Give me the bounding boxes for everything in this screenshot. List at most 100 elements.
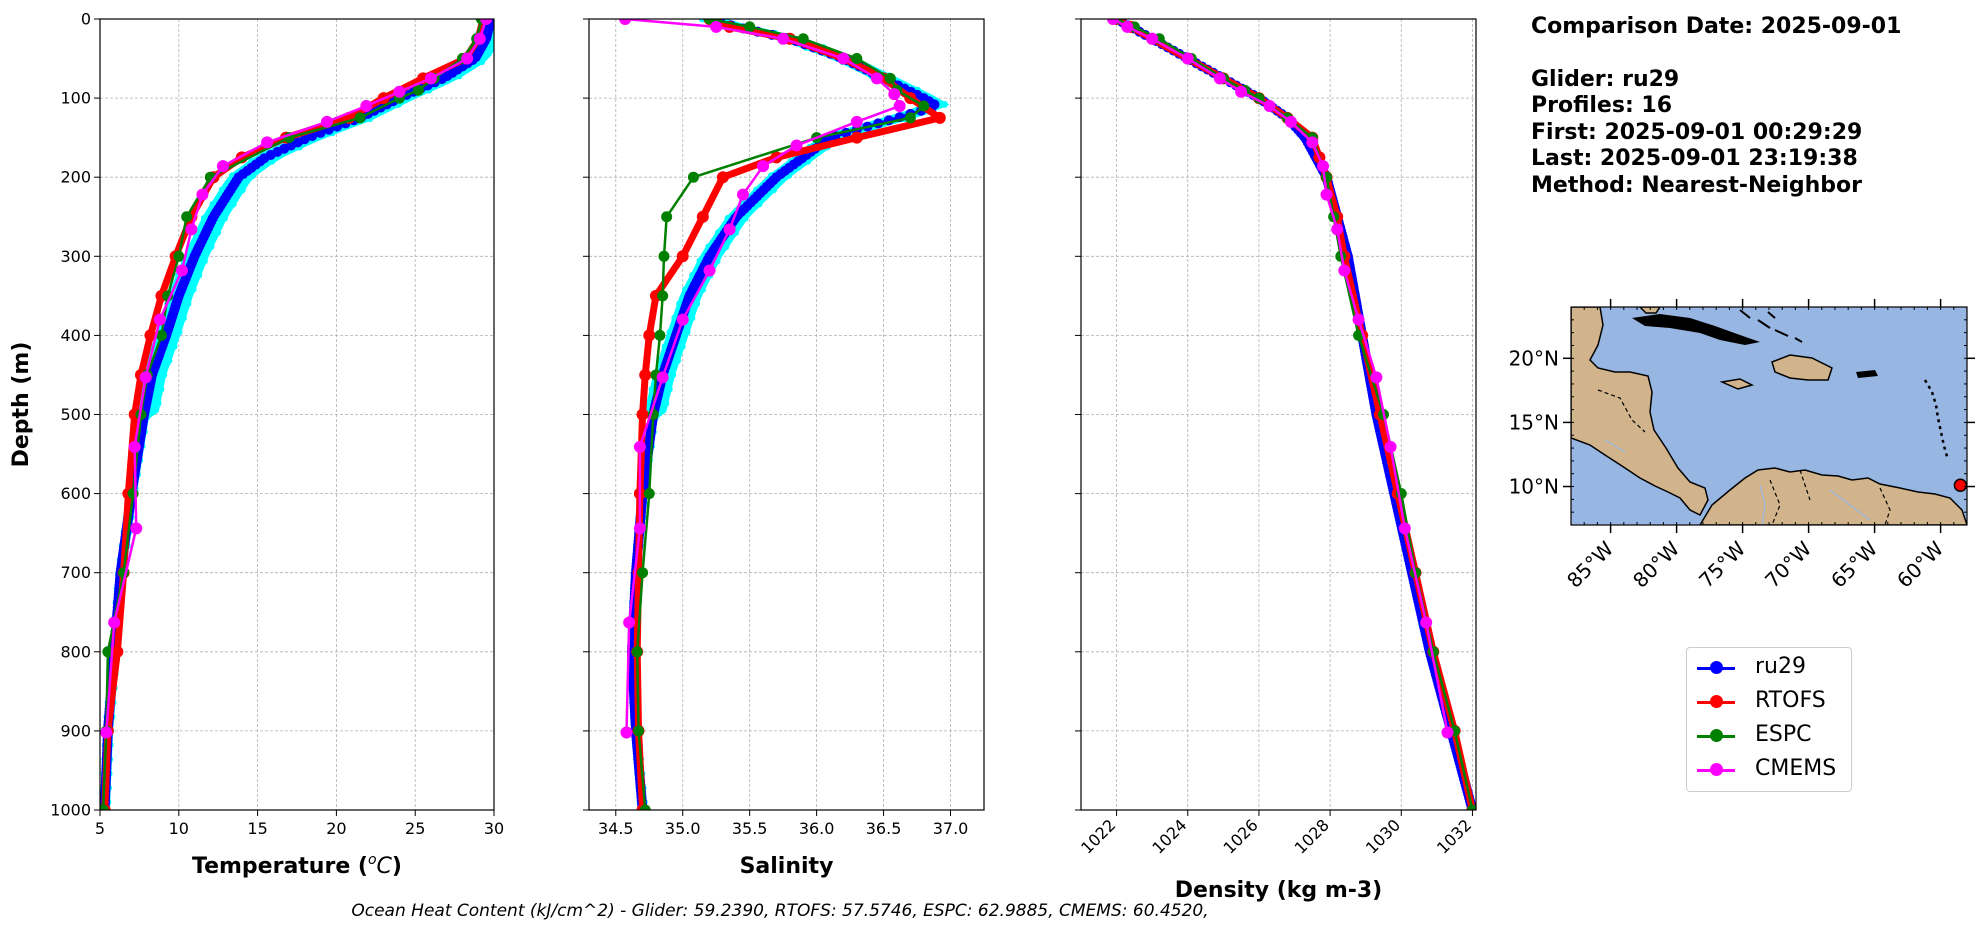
series-point-cmems: [185, 223, 198, 236]
panel-1: 5 10 15 20 25 3001002003004005006007008009001…: [9, 10, 504, 880]
y-tick-label: 0: [81, 10, 91, 29]
x-tick-label: 35.5: [732, 819, 768, 838]
legend-label: ESPC: [1755, 722, 1812, 747]
series-line-cmems: [1112, 19, 1449, 733]
glider-profile-point: [207, 243, 215, 251]
series-point-rtofs: [676, 250, 689, 263]
series-point-espc: [631, 646, 643, 658]
map-land-bahamas: [1739, 309, 1803, 343]
series-point-rtofs: [639, 368, 652, 381]
series-point-rtofs: [716, 171, 729, 184]
x-tick-label: 1032: [1433, 815, 1475, 857]
y-tick-label: 100: [60, 89, 91, 108]
legend-marker: [1710, 729, 1723, 742]
series-point-cmems: [196, 188, 209, 201]
series-point-cmems: [128, 440, 141, 453]
series-point-cmems: [703, 264, 716, 277]
legend-item: ESPC: [1697, 720, 1847, 750]
glider-profile-point: [154, 400, 162, 407]
series-point-espc: [1466, 804, 1476, 810]
x-tick-label: 20: [326, 819, 346, 838]
glider-profile-point: [683, 328, 691, 336]
series-point-cmems: [623, 616, 636, 629]
glider-profile-point: [175, 328, 183, 336]
series-point-espc: [904, 112, 916, 124]
legend: ru29 RTOFS ESPC CMEMS: [1686, 647, 1852, 792]
glider-profile-point: [688, 314, 696, 322]
legend-item: ru29: [1697, 652, 1847, 682]
series-point-cmems: [130, 522, 143, 535]
y-tick-label: 500: [60, 405, 91, 424]
series-point-espc: [643, 488, 655, 500]
map-x-tick-label: 65°W: [1826, 536, 1882, 592]
glider-profile-point: [489, 44, 494, 51]
glider-profile-point: [669, 371, 677, 379]
map-land-puerto-rico: [1856, 370, 1878, 378]
glider-profile-point: [157, 385, 165, 393]
ohc-footer: Ocean Heat Content (kJ/cm^2) - Glider: 5…: [351, 901, 1209, 921]
series-point-cmems: [893, 100, 906, 113]
legend-marker: [1710, 695, 1723, 708]
series-point-cmems: [1384, 440, 1397, 453]
series-point-cmems: [320, 115, 333, 128]
method-text: Method: Nearest-Neighbor: [1531, 172, 1862, 198]
series-point-espc: [100, 804, 109, 810]
series-point-cmems: [850, 115, 863, 128]
series-point-cmems: [1213, 72, 1226, 85]
x-tick-label: 15: [247, 819, 267, 838]
series-line-cmems: [105, 19, 488, 733]
glider-profile-point: [160, 371, 168, 379]
series-point-espc: [658, 250, 670, 262]
x-tick-label: 34.5: [598, 819, 634, 838]
y-tick-label: 600: [60, 484, 91, 503]
x-tick-label: 10: [169, 819, 189, 838]
series-point-cmems: [1441, 726, 1454, 739]
x-tick-label: 1028: [1291, 815, 1333, 857]
x-tick-label: 1026: [1220, 815, 1262, 857]
x-tick-label: 30: [484, 819, 504, 838]
series-point-cmems: [1352, 313, 1365, 326]
map-land-jamaica: [1719, 378, 1755, 390]
glider-profile-point: [195, 271, 203, 279]
series-point-cmems: [1146, 32, 1159, 45]
series-point-cmems: [1181, 52, 1194, 65]
series-point-cmems: [1370, 371, 1383, 384]
series-point-cmems: [153, 313, 166, 326]
map-x-tick-label: 80°W: [1628, 536, 1684, 592]
panel-2: 34.5 35.0 35.5 36.0 36.5 37.0 Salinity: [583, 18, 985, 879]
x-tick-label: 1022: [1077, 815, 1119, 857]
y-tick-label: 400: [60, 326, 91, 345]
glider-profile-point: [662, 400, 670, 407]
series-point-rtofs: [850, 131, 863, 144]
profile-panels: 5 10 15 20 25 3001002003004005006007008009001…: [9, 10, 1477, 903]
map-y-tick-label: 10°N: [1509, 475, 1559, 499]
glider-profile-point: [665, 385, 673, 393]
series-point-espc: [661, 211, 673, 223]
map-y-tick-label: 20°N: [1509, 346, 1559, 370]
profiles-count-text: Profiles: 16: [1531, 93, 1673, 118]
series-point-cmems: [473, 32, 486, 45]
x-tick-label: 1024: [1148, 815, 1190, 857]
series-point-cmems: [1107, 19, 1120, 25]
glider-profile-point: [693, 300, 701, 308]
glider-profile-line: [1116, 19, 1475, 810]
legend-item: CMEMS: [1697, 754, 1847, 784]
y-tick-label: 800: [60, 642, 91, 661]
series-point-espc: [102, 646, 114, 658]
series-point-cmems: [633, 522, 646, 535]
series-point-cmems: [393, 85, 406, 98]
glider-profile-point: [722, 243, 730, 251]
glider-profile-point: [170, 343, 178, 350]
plot-area: [619, 19, 950, 810]
glider-profile-point: [941, 101, 948, 108]
glider-profile-point: [214, 229, 222, 236]
glider-name-text: Glider: ru29: [1531, 66, 1680, 92]
glider-profile-point: [678, 343, 686, 350]
glider-profile-point: [496, 30, 503, 37]
series-point-cmems: [216, 160, 229, 173]
glider-profile-point: [478, 58, 486, 66]
series-point-cmems: [1306, 136, 1319, 149]
series-point-cmems: [1284, 115, 1297, 128]
series-point-rtofs: [643, 329, 656, 342]
